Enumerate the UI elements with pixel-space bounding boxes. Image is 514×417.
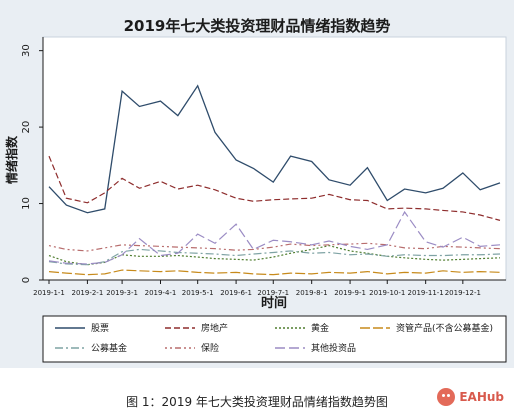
sentiment-line-chart: 2019年七大类投资理财品情绪指数趋势 情绪指数 时间 0 10 20 30 2019… [4, 17, 507, 363]
x-axis-label: 时间 [261, 295, 287, 311]
legend-label: 保险 [201, 342, 219, 354]
x-tick-label: 2019-4-1 [145, 289, 177, 297]
series-line-7 [48, 210, 501, 265]
legend: 股票 房地产 黄金 资管产品(不含公募基金) 公募基金 保险 其他投资品 [42, 315, 507, 363]
figure-caption: 图 1：2019 年七大类投资理财品情绪指数趋势图 [126, 395, 388, 409]
legend-label: 黄金 [311, 322, 329, 334]
legend-frame [42, 315, 507, 363]
watermark-text: EAHub [459, 390, 504, 404]
x-tick-label: 2019-7-1 [257, 289, 289, 297]
x-tick-label: 2019-5-1 [182, 289, 214, 297]
x-tick-label: 2019-8-1 [296, 289, 328, 297]
chart-panel: 2019年七大类投资理财品情绪指数趋势 情绪指数 时间 0 10 20 30 2019… [0, 0, 514, 368]
x-tick-label: 2019-12-1 [445, 289, 481, 297]
plot-area [42, 36, 507, 281]
legend-label: 资管产品(不含公募基金) [396, 322, 493, 334]
y-tick-label: 10 [21, 197, 32, 210]
legend-label: 股票 [91, 323, 109, 334]
x-tick-label: 2019-10-1 [369, 289, 405, 297]
x-tick-label: 2019-3-1 [106, 289, 138, 297]
series-line-5 [48, 248, 501, 266]
y-tick-label: 30 [21, 44, 32, 57]
x-tick-label: 2019-6-1 [220, 289, 252, 297]
x-tick-label: 2019-11-1 [408, 289, 444, 297]
legend-label: 公募基金 [91, 342, 127, 354]
watermark: EAHub [437, 388, 504, 406]
series-line-1 [48, 84, 501, 214]
legend-label: 房地产 [201, 322, 228, 334]
series-line-2 [48, 155, 501, 221]
x-tick-label: 2019-2-1 [72, 289, 104, 297]
series-line-4 [48, 269, 501, 276]
x-tick-label: 2019-9-1 [334, 289, 366, 297]
x-axis-ticks: 2019-1-1 2019-2-1 2019-3-1 2019-4-1 2019-5-1… [33, 280, 481, 297]
chart-title: 2019年七大类投资理财品情绪指数趋势 [124, 17, 391, 35]
legend-label: 其他投资品 [311, 342, 356, 354]
y-axis-label: 情绪指数 [4, 135, 19, 184]
x-tick-label: 2019-1-1 [33, 289, 65, 297]
fox-icon [437, 388, 456, 406]
y-tick-label: 0 [21, 277, 32, 283]
series-lines [48, 84, 501, 276]
y-axis-ticks: 0 10 20 30 [21, 44, 43, 283]
y-tick-label: 20 [21, 121, 32, 134]
